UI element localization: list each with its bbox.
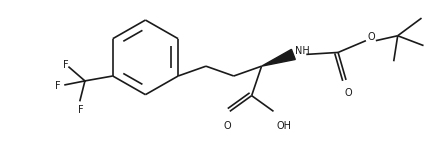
Text: NH: NH xyxy=(295,47,310,56)
Text: F: F xyxy=(78,105,84,116)
Text: O: O xyxy=(368,32,376,42)
Text: O: O xyxy=(224,121,232,131)
Text: O: O xyxy=(344,88,352,98)
Polygon shape xyxy=(261,49,295,66)
Text: F: F xyxy=(63,60,69,70)
Text: F: F xyxy=(55,81,61,91)
Text: OH: OH xyxy=(277,121,292,131)
